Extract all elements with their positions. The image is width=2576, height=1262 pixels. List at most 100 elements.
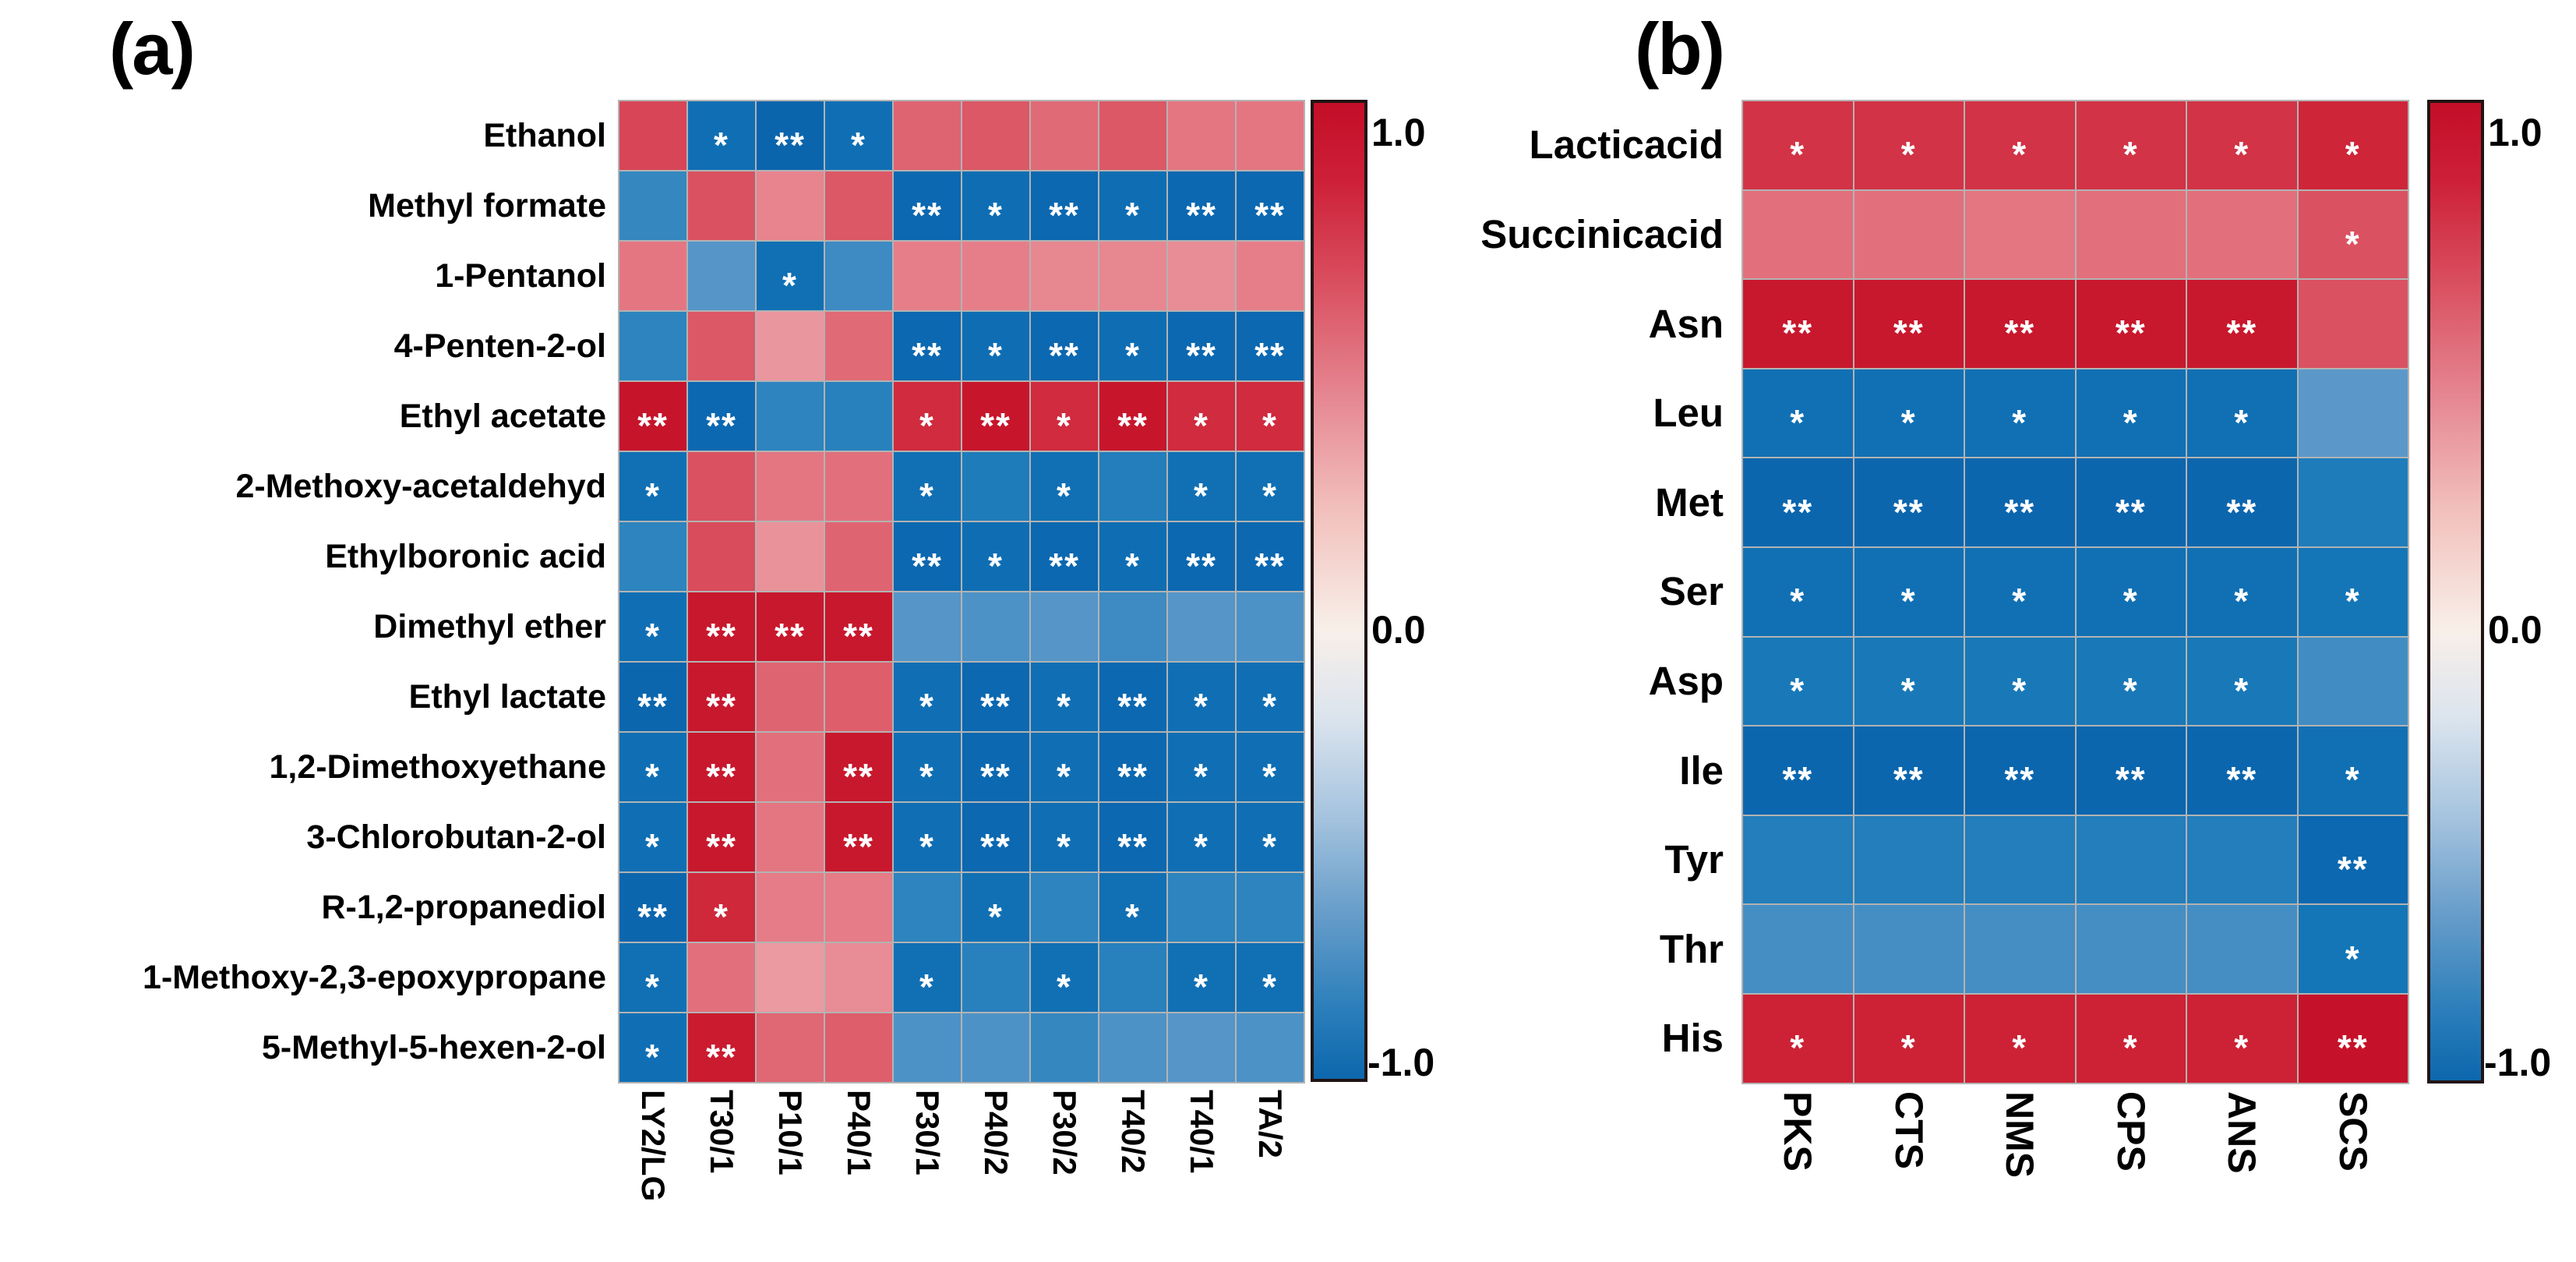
significance-marker: * (2345, 223, 2361, 264)
heatmap-cell: ** (1168, 522, 1235, 591)
heatmap-cell: ** (688, 663, 755, 731)
heatmap-cell (1168, 242, 1235, 310)
heatmap-cell (1743, 190, 1853, 279)
heatmap-cell: * (1743, 101, 1853, 189)
row-label: 1-Pentanol (435, 257, 606, 295)
heatmap-cell: * (894, 803, 961, 871)
heatmap-cell: * (1237, 663, 1304, 731)
significance-marker: * (1125, 195, 1141, 235)
heatmap-cell: * (1743, 637, 1853, 726)
significance-marker: * (2345, 134, 2361, 175)
significance-marker: * (1125, 335, 1141, 376)
significance-marker: * (1790, 134, 1806, 175)
significance-marker: * (919, 967, 935, 1007)
significance-marker: ** (706, 686, 737, 726)
heatmap-cell: * (1965, 101, 2075, 189)
heatmap-cell: * (894, 452, 961, 521)
heatmap-cell: * (962, 312, 1029, 380)
significance-marker: * (1900, 581, 1917, 622)
heatmap-cell: ** (2298, 994, 2408, 1083)
significance-marker: * (1194, 826, 1209, 867)
significance-marker: ** (706, 826, 737, 867)
significance-marker: * (919, 686, 935, 726)
significance-marker: * (2234, 1027, 2250, 1069)
significance-marker: * (1057, 967, 1072, 1007)
heatmap-cell (825, 943, 892, 1012)
row-label: Leu (1653, 391, 1724, 436)
heatmap-cell (1854, 815, 1964, 904)
significance-marker: ** (2004, 759, 2036, 801)
significance-marker: ** (1186, 195, 1217, 235)
row-label: Ethyl lactate (408, 678, 606, 716)
significance-marker: ** (775, 616, 806, 656)
heatmap-cell (757, 803, 824, 871)
panel-b-colorbar-tick-zero: 0.0 (2488, 608, 2542, 652)
significance-marker: * (988, 335, 1004, 376)
heatmap-cell (1099, 1013, 1166, 1082)
significance-marker: * (2012, 402, 2028, 444)
heatmap-cell: * (1031, 663, 1098, 731)
significance-marker: ** (1117, 686, 1149, 726)
row-label: 1-Methoxy-2,3-epoxypropane (143, 959, 606, 996)
heatmap-cell: ** (1965, 726, 2075, 815)
significance-marker: ** (2226, 313, 2258, 354)
heatmap-cell: * (619, 592, 686, 661)
heatmap-cell (2187, 815, 2297, 904)
heatmap-cell (1168, 873, 1235, 942)
heatmap-cell: * (1031, 803, 1098, 871)
heatmap-cell (757, 663, 824, 731)
heatmap-cell: * (2076, 547, 2186, 636)
heatmap-cell: ** (1168, 312, 1235, 380)
significance-marker: * (714, 896, 729, 937)
heatmap-cell (1099, 101, 1166, 170)
significance-marker: ** (1049, 195, 1080, 235)
heatmap-cell: * (2076, 637, 2186, 726)
col-label: TA/2 (1252, 1090, 1289, 1158)
significance-marker: * (1194, 756, 1209, 797)
heatmap-cell: * (1168, 452, 1235, 521)
col-label: P30/1 (909, 1090, 946, 1175)
col-label: PKS (1776, 1091, 1820, 1172)
heatmap-cell: * (1854, 101, 1964, 189)
heatmap-cell: ** (619, 382, 686, 451)
heatmap-cell: ** (2187, 726, 2297, 815)
heatmap-cell (825, 663, 892, 731)
heatmap-cell: ** (825, 733, 892, 801)
heatmap-cell: ** (1099, 663, 1166, 731)
row-label: Asn (1648, 301, 1724, 346)
heatmap-cell (1031, 592, 1098, 661)
heatmap-cell (2076, 815, 2186, 904)
heatmap-cell: ** (757, 592, 824, 661)
heatmap-cell (1854, 905, 1964, 993)
significance-marker: * (645, 756, 661, 797)
significance-marker: * (2234, 134, 2250, 175)
significance-marker: ** (912, 195, 943, 235)
significance-marker: ** (2337, 849, 2369, 890)
heatmap-cell (757, 873, 824, 942)
heatmap-cell (688, 242, 755, 310)
heatmap-cell: ** (757, 101, 824, 170)
row-label: Ethylboronic acid (325, 538, 606, 575)
heatmap-cell (2298, 369, 2408, 458)
heatmap-cell: ** (825, 803, 892, 871)
panel-b-colorbar-tick-min: -1.0 (2484, 1041, 2552, 1084)
significance-marker: * (645, 475, 661, 516)
heatmap-cell (2298, 458, 2408, 546)
heatmap-cell: ** (2076, 280, 2186, 368)
significance-marker: * (1790, 1027, 1806, 1069)
heatmap-cell: ** (2298, 815, 2408, 904)
row-label: Ethyl acetate (399, 398, 606, 435)
heatmap-cell: * (2298, 190, 2408, 279)
heatmap-cell (2076, 905, 2186, 993)
heatmap-cell (962, 452, 1029, 521)
col-label: T30/1 (704, 1090, 740, 1174)
heatmap-cell: * (619, 943, 686, 1012)
heatmap-cell (688, 452, 755, 521)
significance-marker: ** (1117, 826, 1149, 867)
heatmap-cell: * (688, 101, 755, 170)
heatmap-cell (1031, 873, 1098, 942)
heatmap-cell (688, 522, 755, 591)
significance-marker: * (2123, 581, 2139, 622)
heatmap-cell: ** (1099, 733, 1166, 801)
row-label: R-1,2-propanediol (321, 889, 606, 926)
